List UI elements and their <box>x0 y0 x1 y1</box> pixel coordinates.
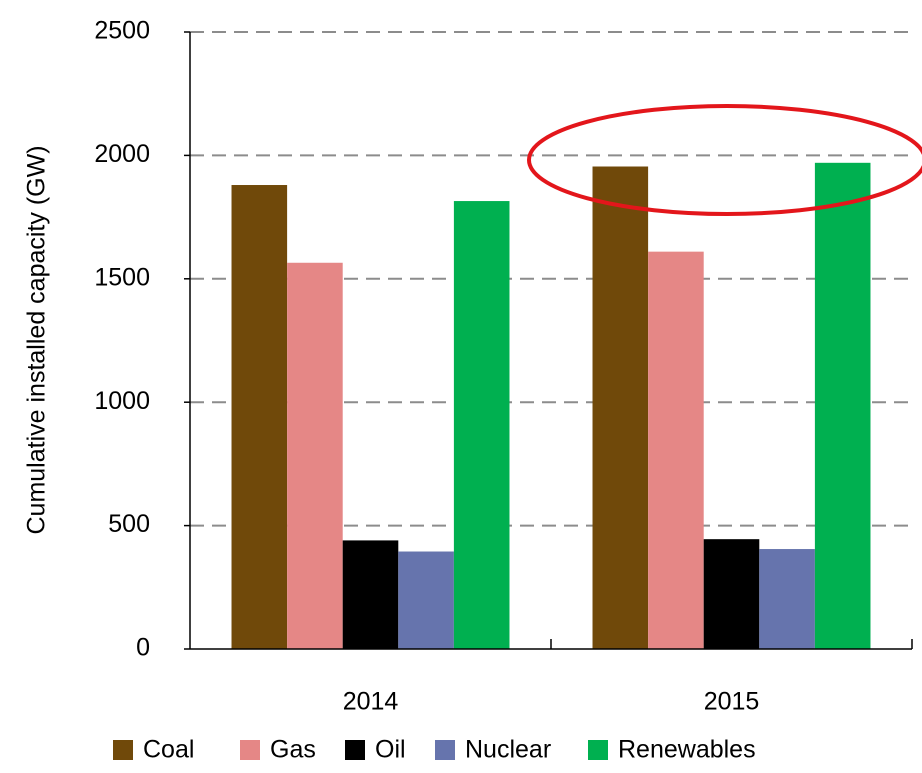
bar <box>398 551 454 649</box>
legend-label: Coal <box>143 736 194 764</box>
y-tick-label: 500 <box>108 510 150 538</box>
y-axis-label: Cumulative installed capacity (GW) <box>23 145 51 534</box>
legend-label: Oil <box>375 736 406 764</box>
legend-label: Nuclear <box>465 736 551 764</box>
y-tick-label: 0 <box>136 634 150 662</box>
legend-swatch <box>345 740 365 760</box>
legend-label: Renewables <box>618 736 756 764</box>
legend-swatch <box>113 740 133 760</box>
bar <box>231 185 288 650</box>
bar <box>287 262 343 649</box>
bar <box>759 549 815 649</box>
legend-label: Gas <box>270 736 316 764</box>
bar <box>592 166 649 650</box>
legend-swatch <box>588 740 608 760</box>
bar <box>342 540 399 649</box>
legend-swatch <box>435 740 455 760</box>
bar <box>814 162 871 649</box>
legend-swatch <box>240 740 260 760</box>
y-tick-label: 2500 <box>94 17 150 45</box>
bar <box>703 539 760 649</box>
x-tick-label: 2015 <box>704 688 760 716</box>
y-tick-label: 1000 <box>94 387 150 415</box>
x-tick-label: 2014 <box>343 688 399 716</box>
bar <box>453 201 510 650</box>
highlight-ellipse <box>527 104 922 216</box>
y-tick-label: 1500 <box>94 263 150 291</box>
y-tick-label: 2000 <box>94 140 150 168</box>
bar <box>648 251 704 650</box>
